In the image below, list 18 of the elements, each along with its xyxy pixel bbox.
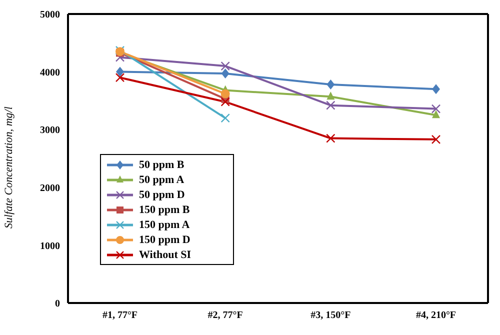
y-tick-label: 2000 <box>40 182 60 194</box>
x-tick-label: #4, 210°F <box>416 310 456 322</box>
y-tick-label: 3000 <box>40 125 60 136</box>
legend-label: 50 ppm D <box>139 188 185 200</box>
legend-label: Without SI <box>139 248 192 260</box>
y-tick-label: 0 <box>55 298 60 310</box>
legend-label: 50 ppm B <box>139 158 184 170</box>
legend-label: 150 ppm B <box>139 204 190 216</box>
x-tick-label: #1, 77°F <box>102 310 138 322</box>
y-tick-label: 1000 <box>40 240 60 252</box>
y-axis-title: Sulfate Concentration, mg/l <box>2 106 15 228</box>
legend-label: 150 ppm A <box>139 218 190 230</box>
y-tick-label: 4000 <box>40 67 60 78</box>
x-tick-label: #2, 77°F <box>208 310 243 322</box>
legend-label: 50 ppm A <box>139 174 184 186</box>
x-tick-label: #3, 150°F <box>310 310 351 322</box>
legend-label: 150 ppm D <box>139 234 190 246</box>
y-tick-label: 5000 <box>40 10 60 21</box>
